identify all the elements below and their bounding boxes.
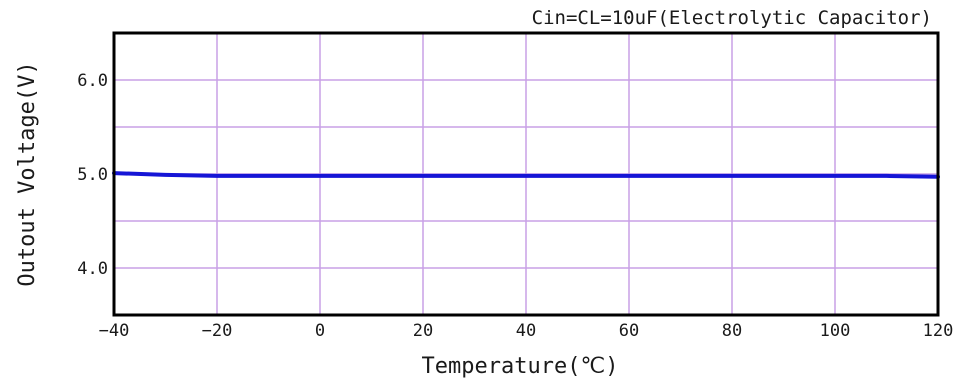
x-axis-title: Temperature(℃) (422, 354, 619, 379)
x-tick-label-0: −40 (99, 321, 130, 341)
plot-frame (112, 31, 940, 317)
x-tick-label-5: 60 (619, 321, 639, 341)
y-axis-title: Outout Voltage(V) (15, 61, 40, 286)
y-axis-ticks: 4.0 5.0 6.0 (77, 71, 108, 279)
chart-annotation: Cin=CL=10uF(Electrolytic Capacitor) (532, 7, 932, 29)
x-tick-label-2: 0 (315, 321, 325, 341)
y-tick-label-2: 6.0 (77, 71, 108, 91)
x-axis-ticks: −40 −20 0 20 40 60 80 100 120 (99, 321, 954, 341)
series-line-0 (112, 171, 940, 179)
x-tick-label-3: 20 (413, 321, 433, 341)
y-tick-label-0: 4.0 (77, 259, 108, 279)
y-tick-label-1: 5.0 (77, 165, 108, 185)
x-tick-label-8: 120 (923, 321, 954, 341)
x-tick-label-6: 80 (722, 321, 742, 341)
series-layer (112, 171, 940, 179)
x-tick-label-4: 40 (516, 321, 536, 341)
x-tick-label-1: −20 (202, 321, 233, 341)
x-tick-label-7: 100 (820, 321, 851, 341)
